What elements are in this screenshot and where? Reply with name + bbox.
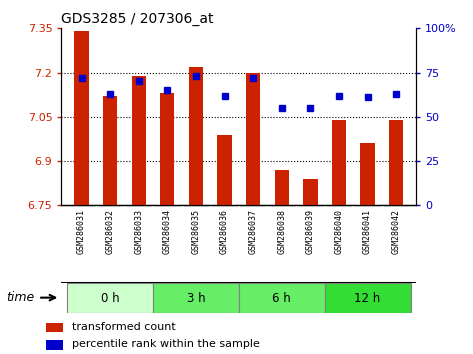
Text: GSM286042: GSM286042	[392, 209, 401, 254]
Text: GSM286041: GSM286041	[363, 209, 372, 254]
Text: GSM286031: GSM286031	[77, 209, 86, 254]
FancyBboxPatch shape	[239, 283, 324, 313]
FancyBboxPatch shape	[324, 283, 411, 313]
Text: time: time	[6, 291, 35, 304]
Text: GSM286036: GSM286036	[220, 209, 229, 254]
Text: 0 h: 0 h	[101, 292, 120, 305]
Text: GSM286037: GSM286037	[249, 209, 258, 254]
FancyBboxPatch shape	[153, 283, 239, 313]
Bar	[360, 143, 375, 205]
Bar	[389, 120, 403, 205]
Text: GSM286035: GSM286035	[192, 209, 201, 254]
Text: GDS3285 / 207306_at: GDS3285 / 207306_at	[61, 12, 214, 26]
Text: GSM286033: GSM286033	[134, 209, 143, 254]
Text: GSM286032: GSM286032	[105, 209, 114, 254]
Text: 3 h: 3 h	[187, 292, 205, 305]
Text: GSM286039: GSM286039	[306, 209, 315, 254]
Bar	[131, 75, 146, 205]
Text: 12 h: 12 h	[354, 292, 381, 305]
Bar	[46, 323, 63, 332]
Bar	[303, 179, 317, 205]
FancyBboxPatch shape	[67, 283, 153, 313]
Bar	[275, 170, 289, 205]
Text: transformed count: transformed count	[72, 322, 175, 332]
Text: GSM286038: GSM286038	[277, 209, 286, 254]
Text: GSM286040: GSM286040	[334, 209, 343, 254]
Bar	[218, 135, 232, 205]
Text: percentile rank within the sample: percentile rank within the sample	[72, 339, 260, 349]
Text: GSM286034: GSM286034	[163, 209, 172, 254]
Bar	[103, 96, 117, 205]
Bar	[332, 120, 346, 205]
Bar	[246, 73, 260, 205]
Bar	[46, 340, 63, 349]
Text: 6 h: 6 h	[272, 292, 291, 305]
Bar	[189, 67, 203, 205]
Bar	[160, 93, 175, 205]
Bar	[74, 31, 88, 205]
